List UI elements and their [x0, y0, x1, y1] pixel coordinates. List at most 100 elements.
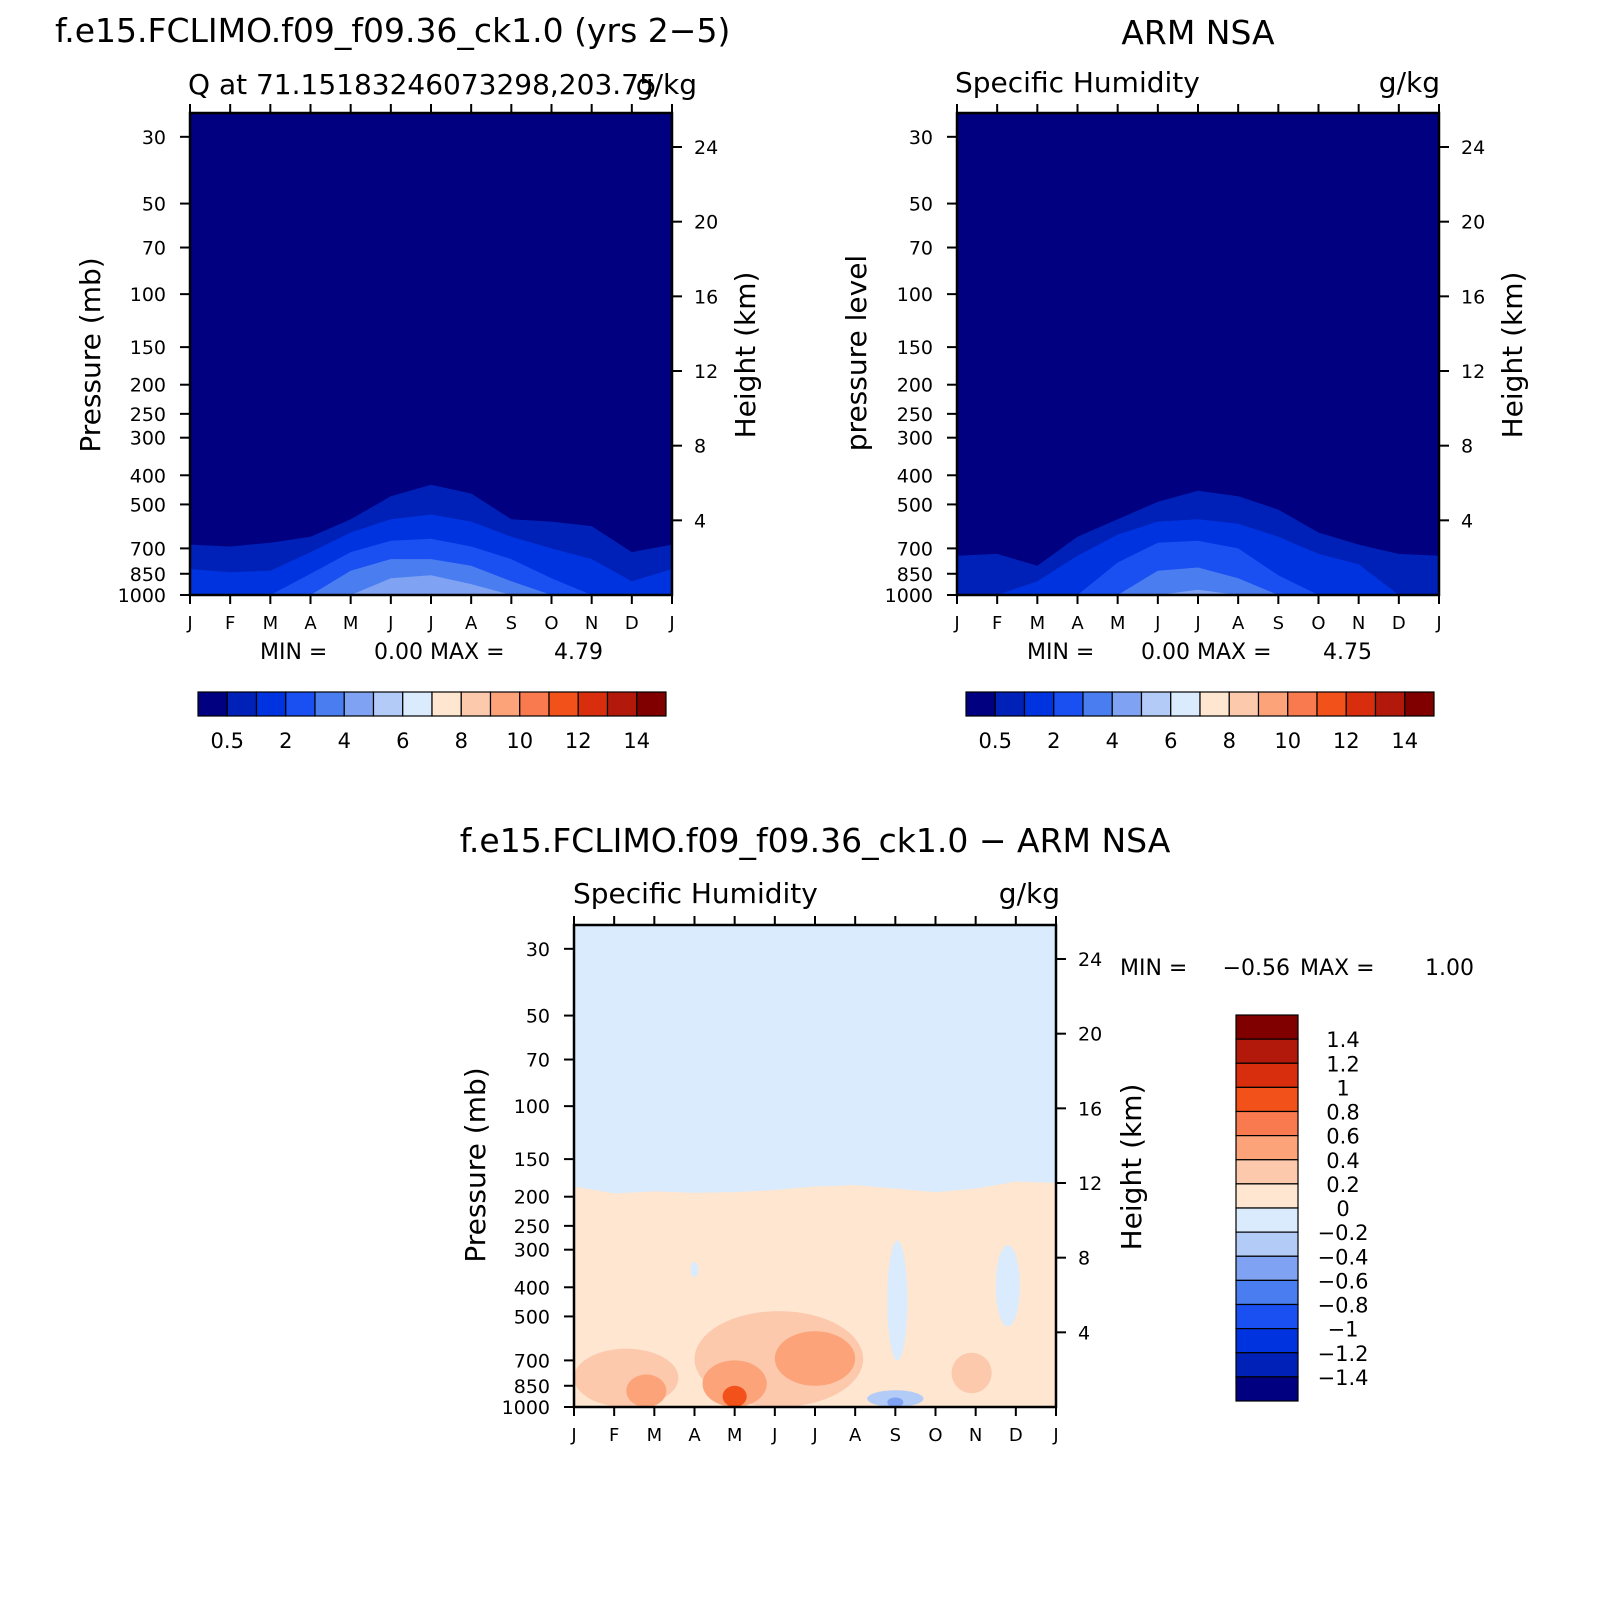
- colorbar-box: [402, 691, 433, 717]
- colorbar-label: −0.2: [1318, 1221, 1369, 1245]
- y2-tick-label: 20: [1461, 212, 1485, 234]
- y-tick-label: 400: [897, 465, 933, 487]
- y-tick-label: 250: [897, 404, 933, 426]
- x-tick-label: J: [771, 1425, 777, 1446]
- y-tick-label: 30: [526, 939, 550, 961]
- y2-tick-label: 8: [1461, 436, 1473, 458]
- panel-model: f.e15.FCLIMO.f09_f09.36_ck1.0 (yrs 2−5) …: [55, 11, 762, 753]
- colorbar-box: [519, 691, 550, 717]
- colorbar-box: [1235, 1207, 1299, 1233]
- x-tick-label: A: [1071, 613, 1084, 634]
- contour-patch: [626, 1374, 667, 1408]
- panel-model-title: f.e15.FCLIMO.f09_f09.36_ck1.0 (yrs 2−5): [55, 11, 730, 50]
- plot-model-area: [190, 113, 672, 595]
- x-tick-label: A: [304, 613, 317, 634]
- y-tick-label: 700: [897, 538, 933, 560]
- x-tick-label: F: [609, 1425, 619, 1446]
- x-tick-label: J: [186, 613, 192, 634]
- colorbar-box: [1235, 1352, 1299, 1378]
- panel-diff: f.e15.FCLIMO.f09_f09.36_ck1.0 − ARM NSA …: [459, 821, 1474, 1446]
- x-tick-label: A: [465, 613, 478, 634]
- colorbar-label: 8: [1223, 729, 1236, 753]
- y2-tick-label: 12: [1461, 361, 1485, 383]
- colorbar-box: [372, 691, 404, 717]
- colorbar-label: 10: [506, 729, 533, 753]
- y-tick-label: 1000: [502, 1397, 550, 1419]
- y-tick-label: 50: [909, 194, 933, 216]
- x-tick-label: J: [1052, 1425, 1058, 1446]
- colorbar-box: [1082, 691, 1113, 717]
- panel-obs-subtitle-left: Specific Humidity: [955, 66, 1200, 99]
- colorbar-label: 14: [623, 729, 650, 753]
- colorbar-box: [1345, 691, 1377, 717]
- panel-obs-min-value: 0.00: [1141, 640, 1190, 665]
- y-tick-label: 200: [897, 375, 933, 397]
- colorbar-box: [1235, 1303, 1299, 1330]
- colorbar-label: −0.8: [1318, 1294, 1369, 1318]
- colorbar-label: 0.8: [1326, 1101, 1359, 1125]
- x-tick-label: J: [570, 1425, 576, 1446]
- x-tick-label: S: [890, 1425, 901, 1446]
- colorbar-box: [1235, 1159, 1299, 1185]
- colorbar-box: [1235, 1110, 1299, 1137]
- panel-model-min-label: MIN =: [260, 640, 327, 665]
- colorbar-box: [1199, 691, 1230, 717]
- colorbar-label: 0: [1336, 1197, 1349, 1221]
- y-tick-label: 150: [514, 1149, 550, 1171]
- colorbar-box: [1235, 1135, 1299, 1161]
- x-tick-label: J: [387, 613, 393, 634]
- panel-obs-title: ARM NSA: [1121, 13, 1275, 52]
- y-tick-label: 700: [514, 1350, 550, 1372]
- colorbar-box: [1170, 691, 1201, 717]
- y-tick-label: 200: [130, 375, 166, 397]
- y-tick-label: 300: [897, 428, 933, 450]
- colorbar-label: 0.5: [979, 729, 1012, 753]
- x-tick-label: J: [811, 1425, 817, 1446]
- panel-diff-max-value: 1.00: [1425, 956, 1474, 981]
- y2-tick-label: 12: [1078, 1173, 1102, 1195]
- x-tick-label: F: [225, 613, 235, 634]
- y-tick-label: 1000: [118, 585, 166, 607]
- y-tick-label: 250: [130, 404, 166, 426]
- x-tick-label: A: [849, 1425, 862, 1446]
- colorbar-box: [1235, 1328, 1299, 1354]
- panel-obs-ylabel: pressure level: [840, 255, 873, 451]
- panel-obs-subtitle-right: g/kg: [1379, 66, 1440, 99]
- panel-model-min-value: 0.00: [374, 640, 423, 665]
- y-tick-label: 150: [897, 337, 933, 359]
- x-tick-label: D: [625, 613, 639, 634]
- y-tick-label: 70: [909, 238, 933, 260]
- contour-patch: [774, 1331, 856, 1386]
- y-tick-label: 850: [897, 564, 933, 586]
- panel-diff-title: f.e15.FCLIMO.f09_f09.36_ck1.0 − ARM NSA: [460, 821, 1171, 860]
- colorbar-box: [1228, 691, 1260, 717]
- y-tick-label: 300: [514, 1240, 550, 1262]
- y-tick-label: 30: [142, 127, 166, 149]
- colorbar-label: 12: [565, 729, 592, 753]
- y2-tick-label: 24: [694, 137, 718, 159]
- contour-fill: [190, 575, 672, 595]
- colorbar-label: 2: [1047, 729, 1060, 753]
- y-tick-label: 70: [142, 238, 166, 260]
- panel-diff-min-label: MIN =: [1120, 956, 1187, 981]
- x-tick-label: A: [688, 1425, 701, 1446]
- panel-diff-subtitle-right: g/kg: [999, 877, 1060, 910]
- contour-patch: [722, 1385, 747, 1408]
- colorbar-box: [1235, 1062, 1299, 1088]
- colorbar-label: −0.6: [1318, 1269, 1369, 1293]
- panel-diff-max-label: MAX =: [1300, 956, 1375, 981]
- x-tick-label: N: [969, 1425, 982, 1446]
- colorbar-label: 4: [1106, 729, 1119, 753]
- panel-diff-min-value: −0.56: [1223, 956, 1290, 981]
- panel-diff-ylabel: Pressure (mb): [459, 1067, 492, 1262]
- panel-model-max-value: 4.79: [554, 640, 603, 665]
- colorbar-label: 0.4: [1326, 1149, 1359, 1173]
- panel-model-subtitle-left: Q at 71.15183246073298,203.75: [188, 68, 657, 101]
- y-tick-label: 200: [514, 1187, 550, 1209]
- x-tick-label: N: [1352, 613, 1365, 634]
- colorbar-label: 0.6: [1326, 1125, 1359, 1149]
- contour-patch: [951, 1352, 992, 1394]
